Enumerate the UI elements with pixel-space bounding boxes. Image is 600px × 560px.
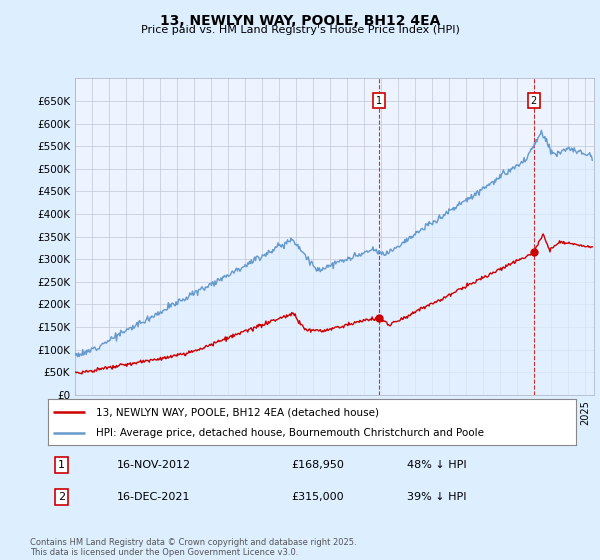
Text: 1: 1 [376, 96, 382, 105]
Text: 2: 2 [58, 492, 65, 502]
Text: £168,950: £168,950 [291, 460, 344, 470]
Text: 39% ↓ HPI: 39% ↓ HPI [407, 492, 467, 502]
Text: 16-NOV-2012: 16-NOV-2012 [116, 460, 191, 470]
Text: £315,000: £315,000 [291, 492, 344, 502]
Text: 2: 2 [530, 96, 537, 105]
Text: 13, NEWLYN WAY, POOLE, BH12 4EA (detached house): 13, NEWLYN WAY, POOLE, BH12 4EA (detache… [95, 407, 379, 417]
Text: 1: 1 [58, 460, 65, 470]
Text: Contains HM Land Registry data © Crown copyright and database right 2025.
This d: Contains HM Land Registry data © Crown c… [30, 538, 356, 557]
Text: 48% ↓ HPI: 48% ↓ HPI [407, 460, 467, 470]
Text: Price paid vs. HM Land Registry's House Price Index (HPI): Price paid vs. HM Land Registry's House … [140, 25, 460, 35]
Text: 16-DEC-2021: 16-DEC-2021 [116, 492, 190, 502]
Text: HPI: Average price, detached house, Bournemouth Christchurch and Poole: HPI: Average price, detached house, Bour… [95, 428, 484, 438]
Text: 13, NEWLYN WAY, POOLE, BH12 4EA: 13, NEWLYN WAY, POOLE, BH12 4EA [160, 14, 440, 28]
